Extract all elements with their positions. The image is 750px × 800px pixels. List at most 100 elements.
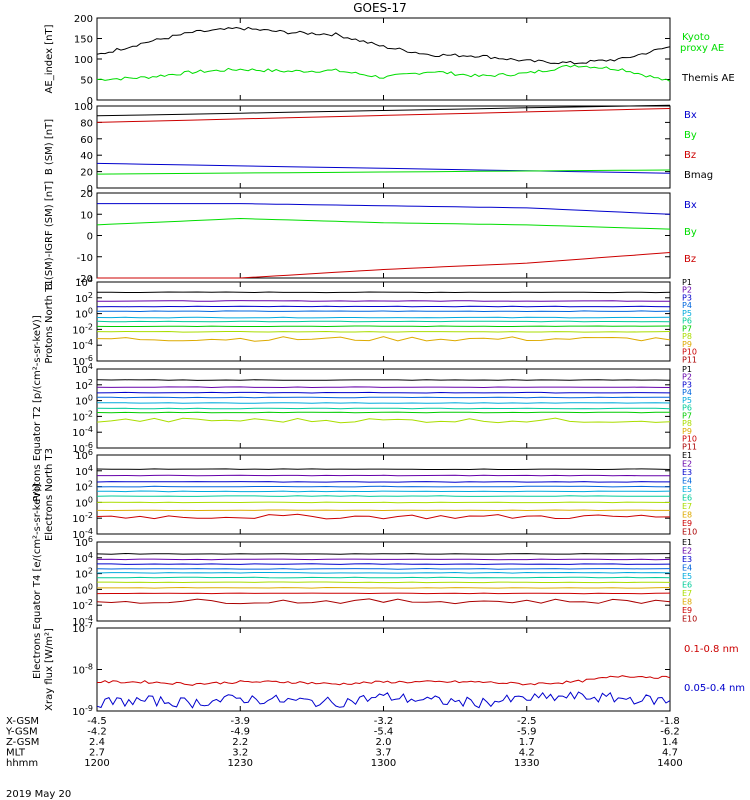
series-line bbox=[96, 691, 671, 709]
legend-item: 0.05-0.4 nm bbox=[684, 683, 745, 694]
flux-line bbox=[96, 396, 670, 399]
legend-item: E6 bbox=[682, 581, 692, 590]
y-tick-label: 104 bbox=[75, 551, 93, 565]
y-tick-label: 0 bbox=[87, 184, 93, 195]
legend-item: E10 bbox=[682, 615, 697, 624]
flux-line bbox=[96, 407, 671, 410]
x-axis-table: X-GSM -4.5 -3.9 -3.2 -2.5 -1.8 Y-GSM -4.2 -4.9 -5… bbox=[5, 716, 683, 769]
x-axis-value: -4.5 bbox=[87, 716, 107, 727]
legend-item: Kyoto bbox=[682, 32, 710, 43]
legend-item: E6 bbox=[682, 494, 692, 503]
legend-item: P8 bbox=[682, 332, 692, 341]
flux-line bbox=[97, 474, 671, 477]
legend-item: E5 bbox=[682, 485, 692, 494]
flux-line bbox=[96, 481, 670, 483]
legend-item: E2 bbox=[682, 547, 692, 556]
chart-title: GOES-17 bbox=[353, 1, 407, 15]
series-line bbox=[96, 104, 671, 117]
y-axis-label: B (SM)-IGRF (SM) [nT] bbox=[44, 181, 55, 290]
y-tick-label: 10-4 bbox=[72, 338, 93, 352]
x-axis-value: -5.9 bbox=[517, 727, 537, 738]
legend-item: P2 bbox=[682, 286, 692, 295]
y-tick-label: 100 bbox=[74, 102, 93, 113]
x-axis-value: 4.2 bbox=[519, 748, 535, 759]
x-axis-row-label: X-GSM bbox=[6, 716, 39, 727]
flux-line bbox=[96, 592, 671, 595]
legend-item: Bx bbox=[684, 200, 697, 211]
y-tick-label: -20 bbox=[77, 274, 93, 285]
x-axis-value: 1200 bbox=[84, 758, 109, 769]
y-tick-label: 10-2 bbox=[72, 322, 93, 336]
legend-item: P11 bbox=[682, 355, 697, 364]
legend-item: E4 bbox=[682, 564, 692, 573]
y-tick-label: 10-7 bbox=[72, 621, 93, 635]
flux-line bbox=[96, 336, 671, 342]
flux-line bbox=[96, 571, 671, 574]
series-line bbox=[96, 26, 671, 65]
legend-item: P10 bbox=[682, 348, 697, 357]
y-tick-label: 0 bbox=[87, 96, 93, 107]
x-axis-value: 1230 bbox=[228, 758, 253, 769]
x-axis-value: 2.0 bbox=[376, 737, 392, 748]
flux-line bbox=[97, 563, 671, 565]
panel-frame bbox=[96, 454, 671, 535]
x-axis-value: -3.9 bbox=[230, 716, 250, 727]
legend-item: Bz bbox=[684, 150, 696, 161]
legend: 0.1-0.8 nm 0.05-0.4 nm bbox=[684, 644, 745, 694]
legend-item: E2 bbox=[682, 460, 692, 469]
legend-item: E8 bbox=[682, 598, 692, 607]
flux-line bbox=[96, 509, 670, 512]
y-tick-label: 106 bbox=[75, 448, 93, 462]
y-tick-label: 104 bbox=[75, 362, 93, 376]
x-axis-value: 3.7 bbox=[376, 748, 392, 759]
legend-item: E3 bbox=[682, 555, 692, 564]
flux-line bbox=[96, 325, 671, 328]
legend: Bx By Bz bbox=[684, 200, 697, 265]
x-axis-value: -4.9 bbox=[230, 727, 250, 738]
flux-line bbox=[97, 300, 670, 302]
series-line bbox=[96, 169, 671, 175]
legend-item: E10 bbox=[682, 528, 697, 537]
flux-line bbox=[96, 558, 671, 561]
y-tick-label: 102 bbox=[75, 480, 93, 494]
x-axis-value: 2.4 bbox=[89, 737, 105, 748]
flux-line bbox=[97, 576, 671, 579]
y-tick-label: 60 bbox=[80, 135, 93, 146]
flux-line bbox=[97, 581, 671, 584]
legend-item: P10 bbox=[682, 435, 697, 444]
y-tick-label: 200 bbox=[74, 14, 93, 25]
series-line bbox=[96, 108, 671, 123]
panel-frame bbox=[96, 105, 671, 189]
y-tick-label: 40 bbox=[80, 151, 93, 162]
y-tick-label: 80 bbox=[80, 118, 93, 129]
y-tick-label: 100 bbox=[75, 582, 93, 596]
x-axis-value: 4.7 bbox=[662, 748, 678, 759]
x-axis-value: 1400 bbox=[657, 758, 682, 769]
y-tick-label: 102 bbox=[75, 291, 93, 305]
series-line bbox=[97, 252, 671, 279]
x-axis-value: 1330 bbox=[514, 758, 539, 769]
legend-item: E9 bbox=[682, 606, 692, 615]
flux-line bbox=[96, 552, 671, 555]
x-axis-value: 1.4 bbox=[662, 737, 678, 748]
legend-item: Bz bbox=[684, 254, 696, 265]
legend-item: By bbox=[684, 227, 697, 238]
y-tick-label: 102 bbox=[75, 378, 93, 392]
panel-frame bbox=[96, 17, 671, 101]
y-axis-label: Protons Equator T2 [p/(cm²-s-sr-keV)] bbox=[32, 315, 43, 502]
y-tick-label: 20 bbox=[80, 189, 93, 200]
y-tick-label: 150 bbox=[74, 35, 93, 46]
y-tick-label: 10-2 bbox=[72, 598, 93, 612]
legend-item: Themis AE bbox=[681, 73, 735, 84]
y-tick-label: 20 bbox=[80, 168, 93, 179]
legend-item: P6 bbox=[682, 404, 692, 413]
x-axis-value: 2.7 bbox=[89, 748, 105, 759]
